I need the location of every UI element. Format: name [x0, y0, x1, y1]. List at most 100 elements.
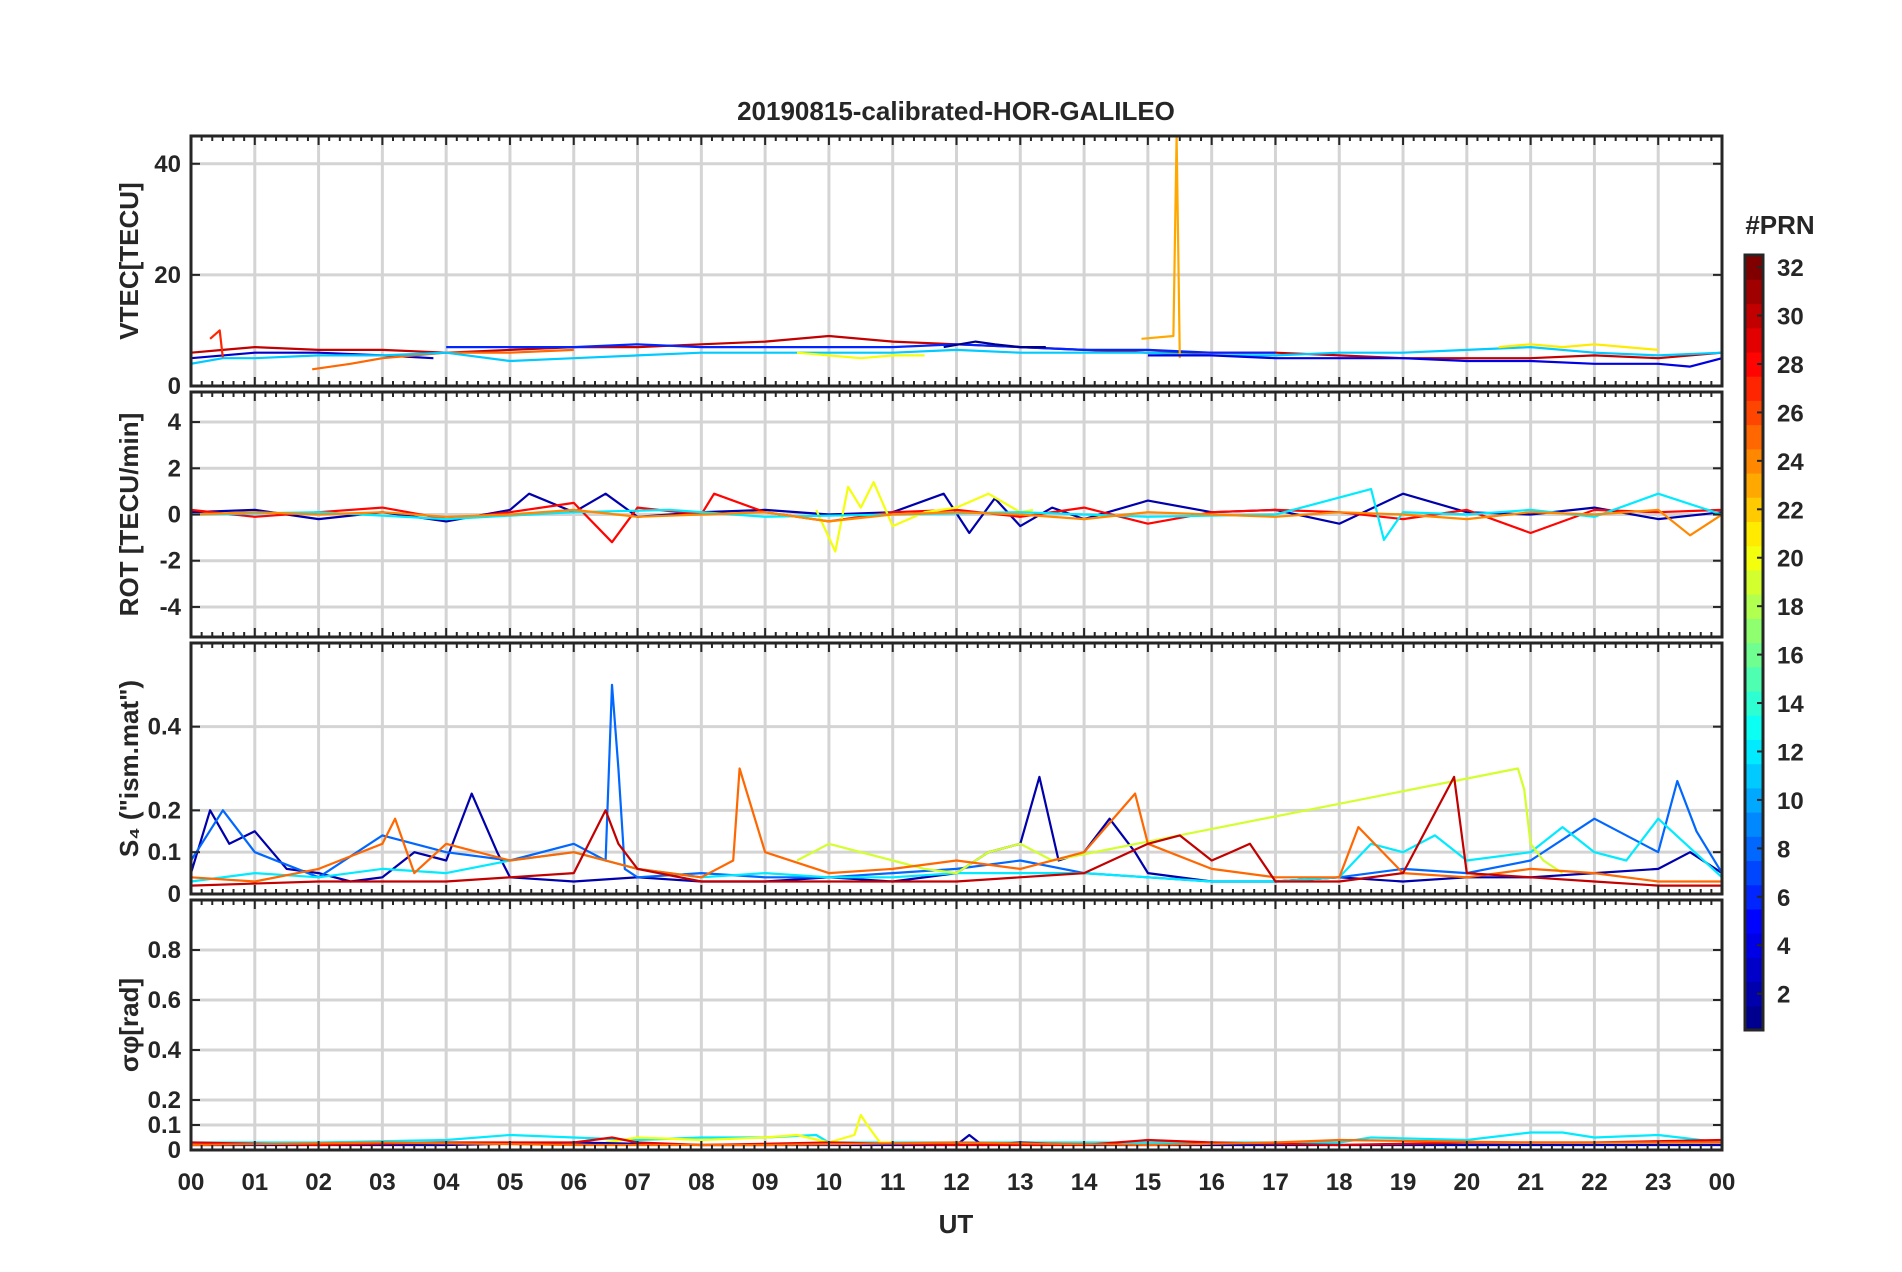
- series-group-s4: [191, 683, 1722, 887]
- y-tick-label: 0.6: [148, 987, 181, 1014]
- x-tick-label: 08: [688, 1169, 715, 1196]
- y-tick-label: -2: [160, 548, 181, 575]
- panel-sigma: 00.10.2 0.4 0.6 0.8σφ[rad]: [114, 898, 1724, 1164]
- x-tick-label: 00: [178, 1169, 205, 1196]
- grid-vtec: [191, 136, 1722, 386]
- x-tick-label: 04: [433, 1169, 460, 1196]
- chart-title: 20190815-calibrated-HOR-GALILEO: [737, 96, 1175, 126]
- colorbar-tick-label: 28: [1777, 352, 1804, 379]
- series-group-vtec: [191, 136, 1722, 371]
- x-tick-label: 06: [560, 1169, 587, 1196]
- y-tick-label: -4: [160, 594, 182, 621]
- series-line-prn-25: [312, 348, 574, 371]
- colorbar-swatch: [1745, 715, 1763, 740]
- y-tick-label: 0.8: [148, 937, 181, 964]
- y-tick-label: 4: [168, 409, 182, 436]
- colorbar-swatch: [1745, 279, 1763, 305]
- colorbar-swatch: [1745, 908, 1763, 934]
- y-tick-label: 0: [168, 881, 181, 908]
- x-tick-label: 03: [369, 1169, 396, 1196]
- colorbar-swatch: [1745, 884, 1763, 910]
- x-tick-label: 22: [1581, 1169, 1608, 1196]
- colorbar-frame: [1743, 253, 1765, 1032]
- panel-s4: 0 0.1 0.2 0.4S₄ ("ism.mat"): [114, 641, 1724, 908]
- series-group-rot: [191, 481, 1722, 553]
- colorbar-swatch: [1745, 933, 1763, 958]
- colorbar-swatch: [1745, 303, 1763, 329]
- y-tick-label: 0.4: [148, 1037, 182, 1064]
- x-axis-label: UT: [939, 1209, 974, 1239]
- y-tick-label: 0.4: [148, 714, 182, 741]
- tick-marks-vtec: [190, 136, 1723, 387]
- series-line-prn-20: [605, 1113, 893, 1144]
- colorbar-tick-label: 12: [1777, 739, 1804, 766]
- colorbar-tick-label: 32: [1777, 255, 1804, 282]
- series-line-prn-20: [815, 481, 1034, 553]
- x-tick-label: 14: [1071, 1169, 1098, 1196]
- series-line-prn-11: [191, 346, 1722, 365]
- colorbar-swatch: [1745, 739, 1763, 765]
- x-tick-label: 19: [1390, 1169, 1417, 1196]
- colorbar-tick-label: 16: [1777, 643, 1804, 670]
- y-tick-label: 0: [168, 373, 181, 400]
- colorbar-tick-label: 14: [1777, 691, 1804, 718]
- colorbar-tick-label: 20: [1777, 546, 1804, 573]
- y-tick-label: 0.1: [148, 839, 181, 866]
- panel-vtec: 0 20 40 VTEC[TECU]: [114, 134, 1724, 400]
- colorbar-tick-label: 10: [1777, 788, 1804, 815]
- series-line-prn-12: [191, 488, 1722, 542]
- colorbar-tick-label: 18: [1777, 594, 1804, 621]
- series-line-prn-30: [191, 334, 1722, 360]
- y-tick-label: 20: [154, 262, 181, 289]
- colorbar-swatch: [1745, 472, 1763, 498]
- x-tick-label: 13: [1007, 1169, 1034, 1196]
- y-tick-label: 0.2: [148, 1087, 181, 1114]
- colorbar-swatch: [1745, 1005, 1763, 1031]
- colorbar-swatch: [1745, 448, 1763, 474]
- series-line-prn-8: [191, 683, 1722, 883]
- colorbar-swatch: [1745, 957, 1763, 983]
- series-line-prn-1: [943, 340, 1046, 349]
- tick-marks-s4: [190, 643, 1723, 895]
- y-tick-label: 40: [154, 151, 181, 178]
- tick-marks-rot: [190, 392, 1723, 637]
- x-tick-label: 07: [624, 1169, 651, 1196]
- x-tick-label: 00: [1709, 1169, 1736, 1196]
- series-line-prn-24: [191, 508, 1722, 537]
- series-line-prn-23: [1141, 136, 1181, 359]
- y-axis-label-sigma: σφ[rad]: [114, 978, 144, 1072]
- colorbar-swatch: [1745, 351, 1763, 377]
- x-tick-label: 02: [305, 1169, 332, 1196]
- colorbar-title: #PRN: [1745, 210, 1814, 240]
- tick-marks-sigma: [190, 900, 1723, 1151]
- colorbar-swatch: [1745, 666, 1763, 692]
- x-tick-label: 11: [880, 1169, 905, 1196]
- x-tick-label: 18: [1326, 1169, 1353, 1196]
- panel-rot: -4 -2 0 2 4 ROT [TECU/min]: [114, 390, 1724, 639]
- y-tick-label: 0.1: [148, 1112, 181, 1139]
- y-tick-label: 2: [168, 455, 181, 482]
- x-tick-label: 01: [241, 1169, 268, 1196]
- grid-sigma: [191, 900, 1722, 1150]
- colorbar-swatch: [1745, 521, 1763, 547]
- series-line-prn-30: [191, 775, 1722, 887]
- colorbar-swatch: [1745, 642, 1763, 668]
- x-tick-labels: 00 01 02 03 04 05 06 07 08 09 10 11 12 13 14 15 16 17 18 19…: [178, 1169, 1736, 1196]
- colorbar-swatch: [1745, 327, 1763, 353]
- colorbar-tick-label: 8: [1777, 836, 1790, 863]
- series-line-prn-6: [446, 343, 1276, 354]
- colorbar-swatch: [1745, 569, 1763, 595]
- colorbar-swatch: [1745, 836, 1763, 862]
- colorbar-swatch: [1745, 545, 1763, 571]
- colorbar-swatch: [1745, 763, 1763, 789]
- colorbar-swatch: [1745, 981, 1763, 1007]
- y-axis-label-rot: ROT [TECU/min]: [114, 413, 144, 617]
- x-tick-label: 10: [816, 1169, 843, 1196]
- x-tick-label: 20: [1453, 1169, 1480, 1196]
- y-tick-label: 0: [168, 502, 181, 529]
- y-axis-label-vtec: VTEC[TECU]: [114, 182, 144, 339]
- colorbar-swatch: [1745, 497, 1763, 523]
- colorbar-swatch: [1745, 812, 1763, 837]
